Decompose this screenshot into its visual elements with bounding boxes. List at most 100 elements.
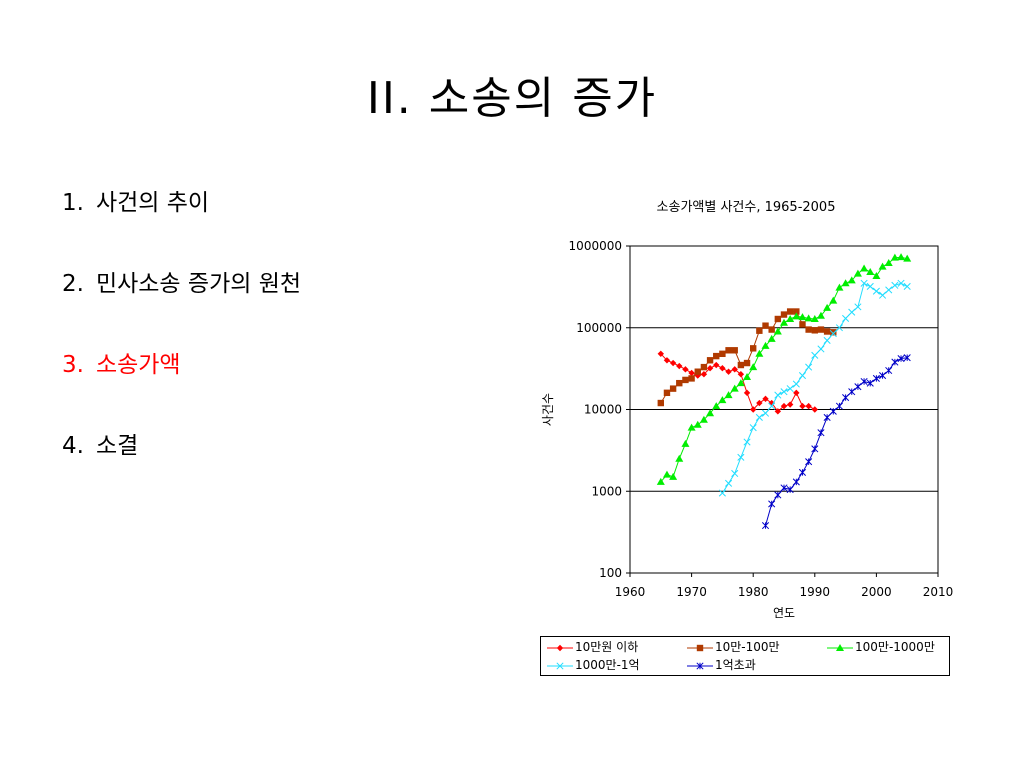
series-2-point <box>799 321 806 328</box>
series-3-point <box>693 420 702 428</box>
series-3-point <box>872 271 881 279</box>
series-1-point <box>688 369 695 377</box>
series-3-point <box>724 391 733 399</box>
series-3-point <box>749 363 758 371</box>
outline-item-label: 민사소송 증가의 원천 <box>95 271 302 297</box>
outline-item-number: 4. <box>62 433 84 459</box>
series-5-point <box>823 413 831 421</box>
series-3-point <box>903 254 912 262</box>
legend-item-3: 100만-1000만 <box>825 638 935 656</box>
series-2-point <box>694 368 701 375</box>
series-3-point <box>890 253 899 261</box>
series-2-point <box>762 322 769 329</box>
series-2-point <box>706 357 714 364</box>
legend-label: 1억초과 <box>715 658 756 672</box>
series-4-point <box>718 489 726 497</box>
series-3-point <box>712 402 721 410</box>
x-tick-label: 1970 <box>676 585 707 599</box>
series-4-point <box>866 282 874 291</box>
series-1-point <box>762 395 769 403</box>
series-5-point <box>854 383 862 391</box>
series-5-point <box>866 379 874 387</box>
x-tick-label: 1980 <box>738 585 769 599</box>
series-2-point <box>669 385 677 392</box>
series-5-point <box>872 374 880 382</box>
series-1-point <box>756 399 763 407</box>
series-2-point <box>780 311 788 318</box>
legend-label: 100만-1000만 <box>855 640 935 654</box>
series-2-point <box>663 389 671 397</box>
series-1-point <box>700 371 708 378</box>
legend-item-5: 1억초과 <box>685 656 756 674</box>
series-3-point <box>792 312 801 320</box>
series-1-point <box>780 402 788 410</box>
series-4-point <box>737 453 745 461</box>
outline-item-4[interactable]: 4. 소결 <box>62 431 301 512</box>
series-4-point <box>842 314 850 322</box>
series-3-point <box>804 314 813 322</box>
series-1-point <box>713 361 720 369</box>
slide-title: II. 소송의 증가 <box>366 73 658 124</box>
series-4-point <box>860 279 868 287</box>
x-tick-label: 1960 <box>615 585 646 599</box>
series-4-point <box>749 424 757 432</box>
series-1-point <box>731 366 738 373</box>
series-5-point <box>786 485 794 494</box>
outline-item-label: 소결 <box>95 433 139 459</box>
legend-label: 1000만-1억 <box>575 658 640 672</box>
series-5-point <box>811 445 819 453</box>
legend-swatch <box>687 644 713 651</box>
x-tick-label: 1990 <box>800 585 831 599</box>
series-3-point <box>669 472 678 480</box>
series-4-point <box>823 336 831 344</box>
y-tick-label: 100000 <box>576 321 622 335</box>
series-3-point <box>730 384 739 392</box>
series-2-point <box>725 347 732 354</box>
series-4-point <box>798 372 807 380</box>
series-4-point <box>829 329 837 338</box>
series-5-point <box>891 358 899 366</box>
series-4-point <box>848 308 856 316</box>
outline-item-number: 2. <box>62 271 84 297</box>
series-2-point <box>719 350 726 358</box>
series-4-point <box>774 391 782 399</box>
legend-item-4: 1000만-1억 <box>545 656 640 674</box>
series-3-point <box>786 314 795 322</box>
series-1-point <box>706 365 714 372</box>
series-1-point <box>657 350 664 358</box>
series-3-point <box>780 318 788 326</box>
series-1-point <box>774 408 782 415</box>
series-4-point <box>854 303 862 311</box>
outline-item-label: 소송가액 <box>95 352 181 378</box>
series-2-point <box>676 379 683 387</box>
series-1-point <box>719 365 726 372</box>
series-2-point <box>750 345 757 352</box>
x-tick-label: 2000 <box>861 585 892 599</box>
y-tick-label: 1000 <box>591 484 622 498</box>
series-2-point <box>700 363 708 371</box>
series-5-point <box>774 491 782 499</box>
series-3-point <box>761 341 770 349</box>
series-2-point <box>817 326 825 333</box>
series-4-point <box>879 291 887 299</box>
series-3-point <box>718 396 727 404</box>
series-2-point <box>793 308 800 315</box>
outline-item-2[interactable]: 2. 민사소송 증가의 원천 <box>62 269 301 350</box>
series-2-point <box>657 399 664 407</box>
series-1-point <box>682 366 689 373</box>
series-1-point <box>725 368 732 375</box>
series-5-point <box>885 366 893 375</box>
legend-swatch <box>547 661 573 670</box>
series-4-point <box>768 402 776 410</box>
series-3-point <box>656 477 665 485</box>
series-3-point <box>810 314 819 322</box>
series-3-point <box>743 372 752 380</box>
series-4-point <box>731 469 739 478</box>
x-axis-label: 연도 <box>773 606 795 620</box>
y-axis-label: 사건수 <box>541 393 555 426</box>
legend-label: 10만원 이하 <box>575 640 639 654</box>
series-4-point <box>903 282 911 291</box>
outline-item-3[interactable]: 3. 소송가액 <box>62 350 301 431</box>
outline-item-1[interactable]: 1. 사건의 추이 <box>62 188 301 269</box>
